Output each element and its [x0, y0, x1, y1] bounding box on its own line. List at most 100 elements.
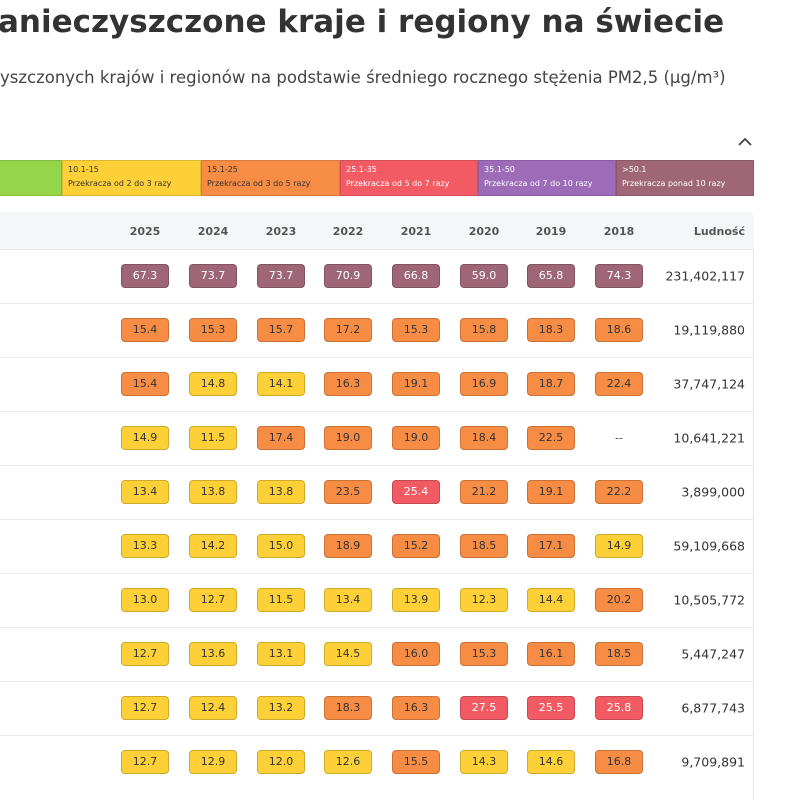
legend-item: 10.1-15 Przekracza od 2 do 3 razy [62, 160, 201, 196]
population: 5,447,247 [681, 646, 745, 662]
row-separator [0, 411, 754, 412]
pm-value-badge: 13.3 [121, 534, 169, 558]
pm-value-badge: 59.0 [460, 264, 508, 288]
pm-value-badge: 25.5 [527, 696, 575, 720]
pm-value-badge: 15.7 [257, 318, 305, 342]
pm-value-badge: 18.7 [527, 372, 575, 396]
pm-value-badge: 18.6 [595, 318, 643, 342]
pm-value-badge: 16.0 [392, 642, 440, 666]
pm-value-badge: 25.8 [595, 696, 643, 720]
row-separator [0, 735, 754, 736]
pm-value-badge: 25.4 [392, 480, 440, 504]
pm-value-badge: 14.4 [527, 588, 575, 612]
pm-value-badge: 66.8 [392, 264, 440, 288]
row-separator [0, 519, 754, 520]
pm-value-badge: 18.3 [527, 318, 575, 342]
legend-spacer [0, 165, 56, 179]
row-separator [0, 573, 754, 574]
row-separator [0, 465, 754, 466]
pm-value-badge: 13.1 [257, 642, 305, 666]
pm-value-badge: 17.1 [527, 534, 575, 558]
pm-value-badge: 14.8 [189, 372, 237, 396]
pm-value-badge: 17.2 [324, 318, 372, 342]
pm-value-badge: 16.8 [595, 750, 643, 774]
column-header: 2023 [265, 225, 297, 238]
pm-value-badge: 13.6 [189, 642, 237, 666]
pm-value-badge: 21.2 [460, 480, 508, 504]
population: 59,109,668 [673, 538, 745, 554]
pm-value-badge: 18.4 [460, 426, 508, 450]
legend-item: 25.1-35 Przekracza od 5 do 7 razy [340, 160, 478, 196]
legend-description: Przekracza ponad 10 razy [622, 179, 726, 188]
pm-value-badge: 15.3 [460, 642, 508, 666]
pm-value-badge: 11.5 [189, 426, 237, 450]
pm-value-badge: 65.8 [527, 264, 575, 288]
population: 19,119,880 [673, 322, 745, 338]
pm-value-badge: 15.8 [460, 318, 508, 342]
pm-value-badge: 13.8 [257, 480, 305, 504]
pm-value-badge: 74.3 [595, 264, 643, 288]
legend-range: 10.1-15 [68, 165, 99, 174]
pm-value-badge: 12.7 [121, 642, 169, 666]
population: 37,747,124 [673, 376, 745, 392]
pm-value-badge: 15.0 [257, 534, 305, 558]
pm-value-badge: 18.3 [324, 696, 372, 720]
pm-value-badge: 19.1 [392, 372, 440, 396]
pm-value-badge: 12.7 [189, 588, 237, 612]
column-header: 2025 [129, 225, 161, 238]
pm-value-badge: 12.0 [257, 750, 305, 774]
legend-range: >50.1 [622, 165, 647, 174]
pm-value-badge: 14.3 [460, 750, 508, 774]
legend-item: >50.1 Przekracza ponad 10 razy [616, 160, 754, 196]
pm-value-badge: 18.9 [324, 534, 372, 558]
pm-value-badge: 15.4 [121, 318, 169, 342]
pm-value-badge: 73.7 [189, 264, 237, 288]
pm-value-badge: 15.3 [392, 318, 440, 342]
pm-value-badge: 70.9 [324, 264, 372, 288]
column-header: 2022 [332, 225, 364, 238]
subtitle: yszczonych krajów i regionów na podstawi… [0, 68, 726, 87]
pm-value-badge: 23.5 [324, 480, 372, 504]
population: 9,709,891 [681, 754, 745, 770]
pm-value-badge: 13.4 [324, 588, 372, 612]
legend-description: Przekracza od 3 do 5 razy [207, 179, 311, 188]
legend-item: 15.1-25 Przekracza od 3 do 5 razy [201, 160, 340, 196]
pm-value-badge: 19.0 [392, 426, 440, 450]
pm-value-badge: 73.7 [257, 264, 305, 288]
pm-value-badge: 12.7 [121, 750, 169, 774]
population: 231,402,117 [665, 268, 745, 284]
pm-value-badge: 13.0 [121, 588, 169, 612]
pm-value-badge: 16.9 [460, 372, 508, 396]
pm-value-badge: 13.9 [392, 588, 440, 612]
pm-value-badge: 11.5 [257, 588, 305, 612]
pm-value-badge: 14.5 [324, 642, 372, 666]
collapse-button[interactable] [737, 134, 753, 150]
column-header: 2020 [468, 225, 500, 238]
column-header: 2018 [603, 225, 635, 238]
pm-value-badge: 67.3 [121, 264, 169, 288]
empty-cell: -- [615, 431, 623, 445]
pm-value-badge: 16.1 [527, 642, 575, 666]
population: 6,877,743 [681, 700, 745, 716]
population: 3,899,000 [681, 484, 745, 500]
row-separator [0, 681, 754, 682]
column-header: 2024 [197, 225, 229, 238]
legend-range: 35.1-50 [484, 165, 515, 174]
pm-value-badge: 12.6 [324, 750, 372, 774]
table-header [0, 212, 754, 250]
pm-value-badge: 13.8 [189, 480, 237, 504]
title: anieczyszczone kraje i regiony na świeci… [0, 4, 725, 40]
legend-range: 15.1-25 [207, 165, 238, 174]
column-header: 2021 [400, 225, 432, 238]
legend-description: Przekracza od 2 do 3 razy [68, 179, 172, 188]
pm-value-badge: 16.3 [392, 696, 440, 720]
pm-value-badge: 22.4 [595, 372, 643, 396]
legend-range: 25.1-35 [346, 165, 377, 174]
pm-value-badge: 13.4 [121, 480, 169, 504]
pm-value-badge: 18.5 [595, 642, 643, 666]
pm-value-badge: 18.5 [460, 534, 508, 558]
legend-description: Przekracza od 7 do 10 razy [484, 179, 593, 188]
pm-value-badge: 14.9 [595, 534, 643, 558]
pm-value-badge: 12.9 [189, 750, 237, 774]
